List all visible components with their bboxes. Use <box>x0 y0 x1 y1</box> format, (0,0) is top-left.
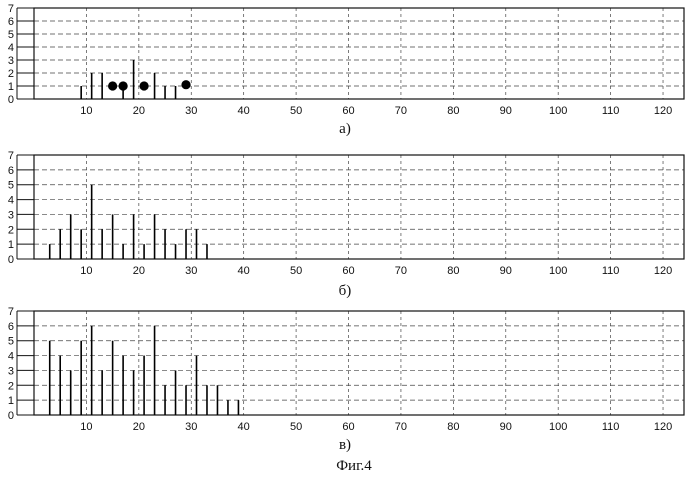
x-tick-label: 120 <box>654 105 672 117</box>
x-tick-label: 100 <box>549 265 567 277</box>
panel-2: 0 1 2 3 4 5 6 7 10 20 30 40 50 60 70 80 90 100 110 120 б) <box>8 150 684 299</box>
y-tick-label: 4 <box>8 42 14 54</box>
y-tick-label: 4 <box>8 351 14 363</box>
y-tick-label: 5 <box>8 180 14 192</box>
data-point <box>181 80 190 89</box>
y-tick-label: 7 <box>8 150 14 162</box>
x-tick-label: 80 <box>447 105 459 117</box>
y-tick-label: 3 <box>8 365 14 377</box>
x-tick-label: 30 <box>185 265 197 277</box>
y-tick-label: 5 <box>8 336 14 348</box>
x-tick-label: 50 <box>290 105 302 117</box>
x-tick-label: 100 <box>549 105 567 117</box>
figure-caption: Фиг.4 <box>336 458 372 474</box>
y-tick-label: 0 <box>8 410 14 422</box>
x-tick-label: 20 <box>133 421 145 433</box>
x-tick-label: 70 <box>395 265 407 277</box>
x-tick-label: 110 <box>602 265 620 277</box>
y-tick-label: 7 <box>8 306 14 318</box>
x-tick-label: 20 <box>133 265 145 277</box>
data-point <box>119 81 128 90</box>
data-point <box>139 81 148 90</box>
x-tick-label: 10 <box>80 421 92 433</box>
x-tick-label: 50 <box>290 421 302 433</box>
y-tick-label: 5 <box>8 29 14 41</box>
y-tick-label: 2 <box>8 224 14 236</box>
x-tick-label: 10 <box>80 265 92 277</box>
data-point <box>108 81 117 90</box>
panel-label: в) <box>339 437 351 453</box>
y-tick-label: 3 <box>8 209 14 221</box>
x-tick-label: 80 <box>447 421 459 433</box>
x-tick-label: 100 <box>549 421 567 433</box>
x-tick-label: 10 <box>80 105 92 117</box>
x-tick-label: 20 <box>133 105 145 117</box>
y-tick-label: 1 <box>8 239 14 251</box>
x-tick-label: 70 <box>395 105 407 117</box>
x-tick-label: 60 <box>342 265 354 277</box>
x-tick-label: 90 <box>500 265 512 277</box>
x-tick-label: 30 <box>185 105 197 117</box>
x-tick-label: 40 <box>238 265 250 277</box>
x-tick-label: 60 <box>342 105 354 117</box>
y-tick-label: 2 <box>8 380 14 392</box>
plot-frame <box>34 311 684 415</box>
y-tick-label: 0 <box>8 254 14 266</box>
x-tick-label: 40 <box>238 421 250 433</box>
y-tick-label: 1 <box>8 395 14 407</box>
x-tick-label: 40 <box>238 105 250 117</box>
x-tick-label: 90 <box>500 421 512 433</box>
x-tick-label: 80 <box>447 265 459 277</box>
x-tick-label: 30 <box>185 421 197 433</box>
x-tick-label: 120 <box>654 421 672 433</box>
x-tick-label: 50 <box>290 265 302 277</box>
y-tick-label: 6 <box>8 16 14 28</box>
x-tick-label: 90 <box>500 105 512 117</box>
panel-label: а) <box>339 121 351 137</box>
y-tick-label: 7 <box>8 3 14 15</box>
y-tick-label: 2 <box>8 68 14 80</box>
y-tick-label: 1 <box>8 81 14 93</box>
y-tick-label: 4 <box>8 195 14 207</box>
plot-frame <box>34 155 684 259</box>
plot-frame <box>34 8 684 99</box>
x-tick-label: 110 <box>602 421 620 433</box>
x-tick-label: 70 <box>395 421 407 433</box>
panel-3: 0 1 2 3 4 5 6 7 10 20 30 40 50 60 70 80 90 100 110 120 в) <box>8 306 684 453</box>
x-tick-label: 120 <box>654 265 672 277</box>
panel-1: 01234567 10 20 30 40 50 60 70 80 90 100 110 120 а) <box>8 3 684 137</box>
y-tick-label: 0 <box>8 94 14 106</box>
panel-label: б) <box>339 283 352 299</box>
y-tick-label: 3 <box>8 55 14 67</box>
y-tick-label: 6 <box>8 165 14 177</box>
x-tick-label: 110 <box>602 105 620 117</box>
y-tick-label: 6 <box>8 321 14 333</box>
x-tick-label: 60 <box>342 421 354 433</box>
